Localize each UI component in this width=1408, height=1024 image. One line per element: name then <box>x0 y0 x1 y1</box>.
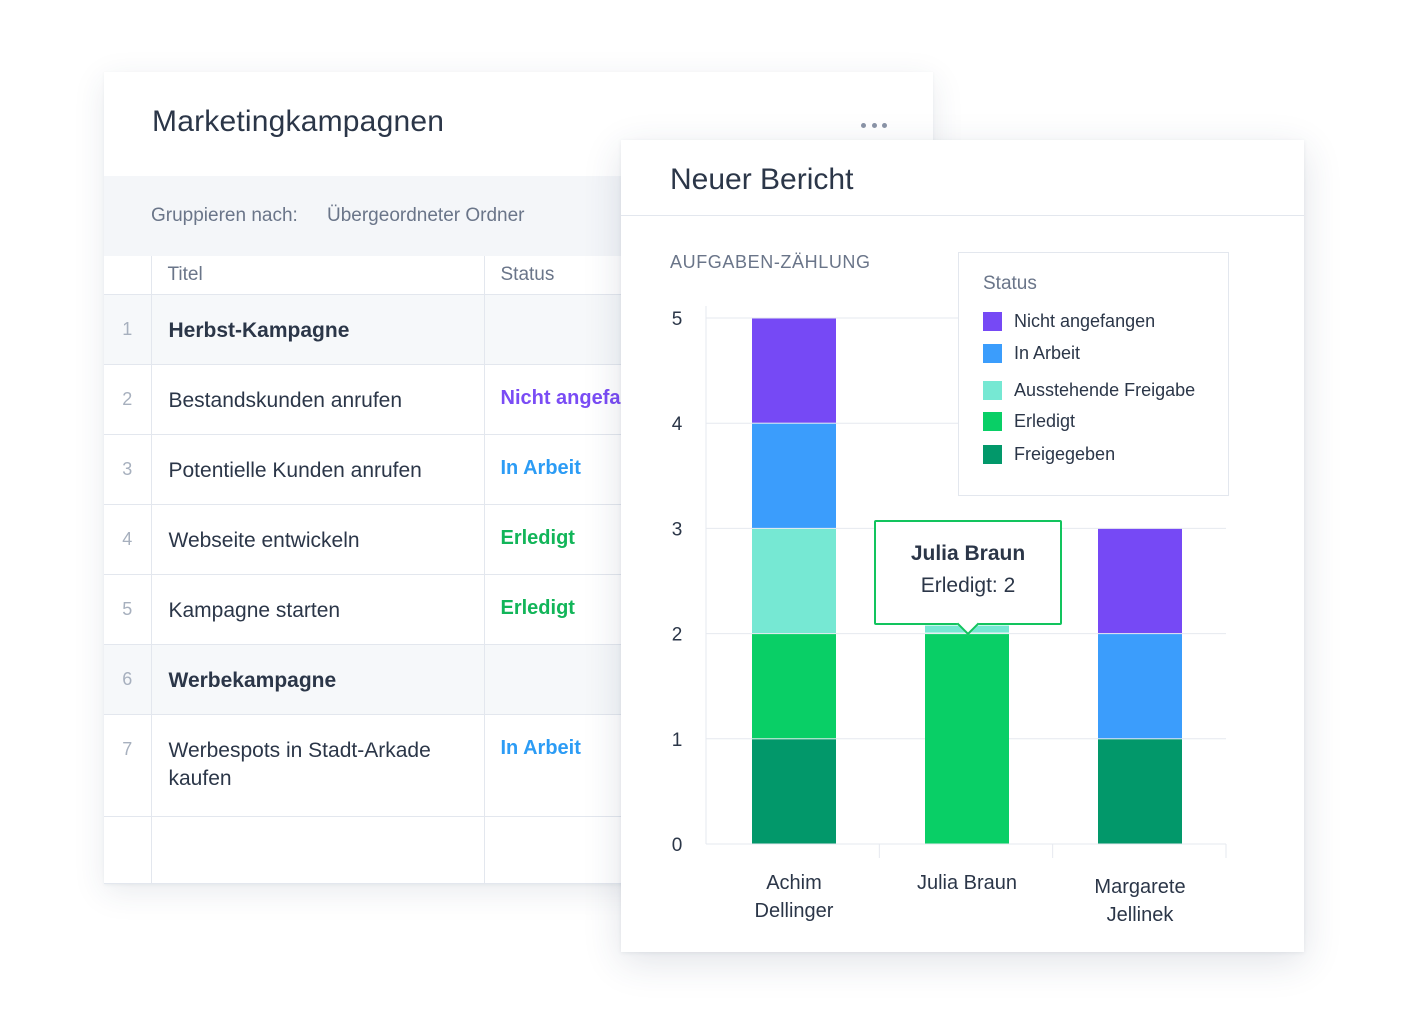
legend-swatch <box>983 445 1002 464</box>
legend-label: In Arbeit <box>1014 343 1081 363</box>
table-card-header: Marketingkampagnen <box>104 72 933 176</box>
y-tick-label: 2 <box>672 625 683 646</box>
group-title[interactable]: Herbst-Kampagne <box>151 294 485 365</box>
stacked-bar-chart: 0 1 2 3 4 5 Achim Dellinger Julia Braun Margarete… <box>672 306 1227 926</box>
report-card: Neuer Bericht AUFGABEN-ZÄHLUNG 0 1 2 3 4 5 Ach… <box>621 140 1304 952</box>
legend-item[interactable]: Freigegeben <box>983 444 1115 465</box>
bar-segment <box>752 318 836 423</box>
x-category-label: Achim <box>766 872 822 894</box>
bar-segment <box>925 634 1009 844</box>
task-title[interactable]: Kampagne starten <box>151 574 485 645</box>
legend-swatch <box>983 412 1002 431</box>
legend-swatch <box>983 344 1002 363</box>
header-num <box>104 256 152 295</box>
chart-legend: Status Nicht angefangen In Arbeit Ausstehe… <box>958 252 1229 496</box>
y-tick-label: 5 <box>672 309 683 330</box>
row-number: 2 <box>104 364 152 435</box>
row-number: 6 <box>104 644 152 715</box>
y-tick-label: 4 <box>672 414 683 435</box>
x-category-label: Jellinek <box>1107 904 1175 926</box>
task-title[interactable]: Werbespots in Stadt-Arkade kaufen <box>151 714 485 817</box>
row-number: 4 <box>104 504 152 575</box>
tooltip-value: Erledigt: 2 <box>920 574 1016 597</box>
row-number: 5 <box>104 574 152 645</box>
group-title[interactable]: Werbekampagne <box>151 644 485 715</box>
row-number: 1 <box>104 294 152 365</box>
legend-item[interactable]: In Arbeit <box>983 343 1080 364</box>
group-by-label: Gruppieren nach: <box>151 205 298 226</box>
row-number: 3 <box>104 434 152 505</box>
bar-segment <box>752 528 836 634</box>
legend-swatch <box>983 381 1002 400</box>
bar-segment <box>752 739 836 844</box>
tooltip-name: Julia Braun <box>910 542 1026 565</box>
chart-subtitle: AUFGABEN-ZÄHLUNG <box>670 252 871 272</box>
empty-cell[interactable] <box>151 816 485 884</box>
legend-label: Nicht angefangen <box>1014 311 1156 331</box>
task-title[interactable]: Webseite entwickeln <box>151 504 485 575</box>
empty-cell[interactable] <box>104 816 152 884</box>
bar-segment <box>1098 634 1182 739</box>
column-header-title[interactable]: Titel <box>151 256 485 295</box>
task-title[interactable]: Potentielle Kunden anrufen <box>151 434 485 505</box>
group-by-value[interactable]: Übergeordneter Ordner <box>327 205 525 226</box>
bar-segment <box>752 423 836 528</box>
y-tick-label: 3 <box>672 519 683 540</box>
legend-title: Status <box>983 273 1037 294</box>
y-tick-label: 1 <box>672 730 683 751</box>
x-category-label: Margarete <box>1094 876 1185 898</box>
legend-item[interactable]: Ausstehende Freigabe <box>983 380 1195 401</box>
y-tick-label: 0 <box>672 835 683 856</box>
legend-label: Ausstehende Freigabe <box>1014 380 1196 400</box>
x-category-label: Dellinger <box>755 900 834 922</box>
legend-item[interactable]: Nicht angefangen <box>983 311 1155 332</box>
report-title: Neuer Bericht <box>670 163 854 196</box>
legend-swatch <box>983 312 1002 331</box>
report-divider <box>621 215 1304 216</box>
task-title[interactable]: Bestandskunden anrufen <box>151 364 485 435</box>
legend-item[interactable]: Erledigt <box>983 411 1075 432</box>
bar-segment <box>1098 739 1182 844</box>
bar-segment <box>752 634 836 739</box>
chart-tooltip: Julia Braun Erledigt: 2 <box>874 520 1062 625</box>
more-options-icon[interactable] <box>861 116 887 134</box>
legend-label: Freigegeben <box>1014 444 1116 464</box>
x-category-label: Julia Braun <box>917 872 1017 894</box>
legend-label: Erledigt <box>1014 411 1076 431</box>
bar-segment <box>1098 528 1182 634</box>
table-card-title: Marketingkampagnen <box>152 105 445 138</box>
row-number: 7 <box>104 714 152 817</box>
